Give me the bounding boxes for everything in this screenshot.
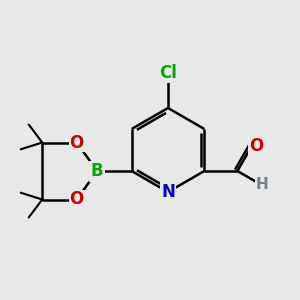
Text: O: O xyxy=(249,137,263,155)
Text: O: O xyxy=(70,134,84,152)
Text: N: N xyxy=(161,183,175,201)
Text: Cl: Cl xyxy=(159,64,177,82)
Text: B: B xyxy=(91,162,103,180)
Text: H: H xyxy=(255,177,268,192)
Text: O: O xyxy=(70,190,84,208)
